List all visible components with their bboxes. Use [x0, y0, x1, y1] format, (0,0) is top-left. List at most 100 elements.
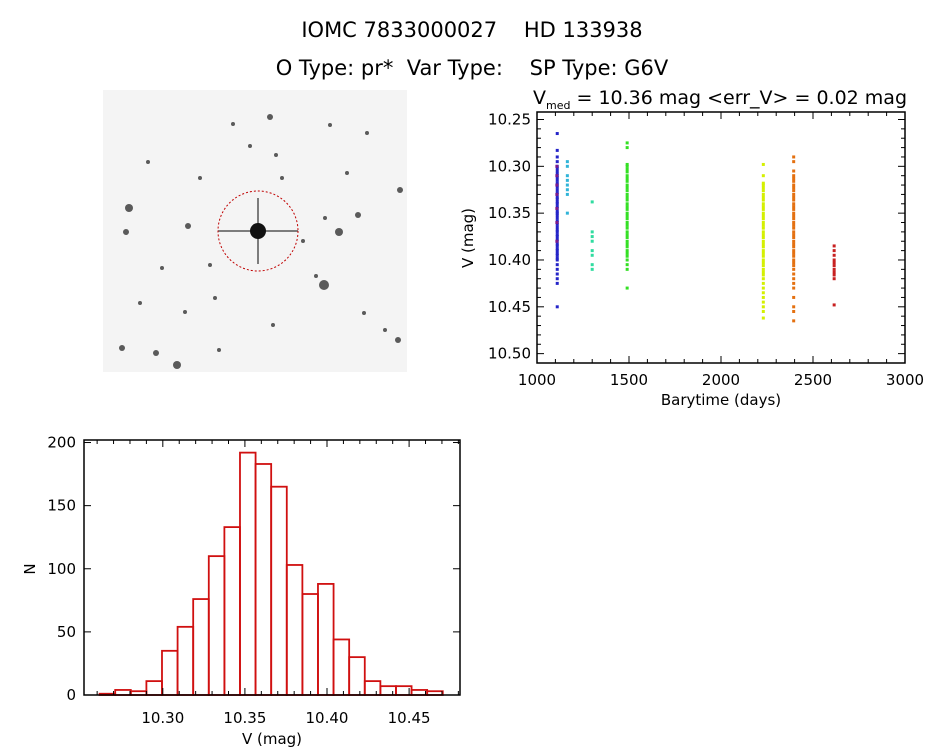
y-tick-label: 10.50	[488, 345, 531, 363]
data-point	[792, 286, 796, 290]
star	[160, 266, 164, 270]
data-point	[625, 164, 629, 168]
data-point	[590, 263, 594, 267]
data-point	[555, 253, 559, 257]
data-point	[792, 245, 796, 249]
data-point	[555, 197, 559, 201]
star	[355, 212, 361, 218]
data-point	[792, 169, 796, 173]
data-point	[792, 155, 796, 159]
data-point	[555, 202, 559, 206]
data-point	[590, 249, 594, 253]
data-point	[792, 174, 796, 178]
data-point	[761, 316, 765, 320]
data-point	[625, 195, 629, 199]
data-point	[565, 183, 569, 187]
data-point	[565, 174, 569, 178]
data-point	[792, 264, 796, 268]
data-point	[625, 217, 629, 221]
data-point	[761, 192, 765, 196]
star	[185, 223, 191, 229]
data-point	[555, 205, 559, 209]
data-point	[792, 230, 796, 234]
histogram-bar	[176, 625, 195, 696]
histogram-bar	[223, 526, 241, 696]
light-curve-ylabel: V (mag)	[459, 208, 477, 268]
data-point	[832, 267, 836, 271]
star	[173, 361, 181, 369]
data-point	[555, 169, 559, 173]
data-point	[565, 211, 569, 215]
data-point	[625, 267, 629, 271]
x-tick-label: 1500	[610, 371, 648, 389]
data-point	[761, 162, 765, 166]
y-tick-label: 10.35	[488, 204, 531, 222]
data-point	[792, 179, 796, 183]
data-point	[832, 273, 836, 277]
histogram-plot: V (mag) N 10.30 10.35 10.40 10.45 0 50 100 150 2…	[21, 434, 461, 747]
title-rest: = 10.36 mag <err_V> = 0.02 mag	[570, 87, 907, 109]
data-point	[761, 249, 765, 253]
data-point	[555, 213, 559, 217]
data-point	[625, 223, 629, 227]
star	[328, 123, 332, 127]
data-point	[761, 267, 765, 271]
data-point	[555, 185, 559, 189]
data-point	[761, 189, 765, 193]
data-point	[761, 300, 765, 304]
histogram-bar	[145, 680, 163, 696]
data-point	[555, 174, 559, 178]
data-point	[625, 221, 629, 225]
data-point	[555, 263, 559, 267]
histogram-xlabel: V (mag)	[242, 730, 302, 747]
y-tick-label: 50	[57, 623, 76, 641]
data-point	[792, 242, 796, 246]
data-point	[590, 253, 594, 257]
y-tick-label: 10.30	[488, 157, 531, 175]
data-point	[792, 233, 796, 237]
data-point	[555, 237, 559, 241]
data-point	[555, 188, 559, 192]
y-tick-label: 10.45	[488, 298, 531, 316]
data-point	[792, 195, 796, 199]
histogram-bar	[161, 649, 179, 696]
data-point	[555, 256, 559, 260]
histogram-bar	[207, 555, 226, 696]
star	[267, 114, 273, 120]
data-point	[832, 244, 836, 248]
title-v: V	[533, 87, 546, 109]
data-point	[625, 141, 629, 145]
star	[345, 171, 349, 175]
data-point	[792, 272, 796, 276]
data-point	[761, 261, 765, 265]
star	[138, 301, 142, 305]
data-point	[832, 253, 836, 257]
star	[119, 345, 125, 351]
star	[198, 176, 202, 180]
star	[301, 239, 305, 243]
data-point	[555, 277, 559, 281]
data-point	[761, 254, 765, 258]
data-point	[792, 258, 796, 262]
star	[248, 144, 252, 148]
data-point	[761, 223, 765, 227]
data-point	[555, 191, 559, 195]
data-point	[565, 188, 569, 192]
data-point	[590, 239, 594, 243]
data-point	[590, 230, 594, 234]
data-point	[625, 179, 629, 183]
data-point	[761, 291, 765, 295]
data-point	[792, 261, 796, 265]
star	[365, 131, 369, 135]
data-point	[625, 251, 629, 255]
target-star	[250, 223, 266, 239]
data-point	[792, 281, 796, 285]
data-point	[625, 192, 629, 196]
data-point	[555, 192, 559, 196]
data-point	[625, 146, 629, 150]
data-point	[555, 239, 559, 243]
data-point	[792, 254, 796, 258]
x-tick-label: 10.30	[141, 709, 184, 727]
data-point	[832, 264, 836, 268]
data-point	[761, 217, 765, 221]
